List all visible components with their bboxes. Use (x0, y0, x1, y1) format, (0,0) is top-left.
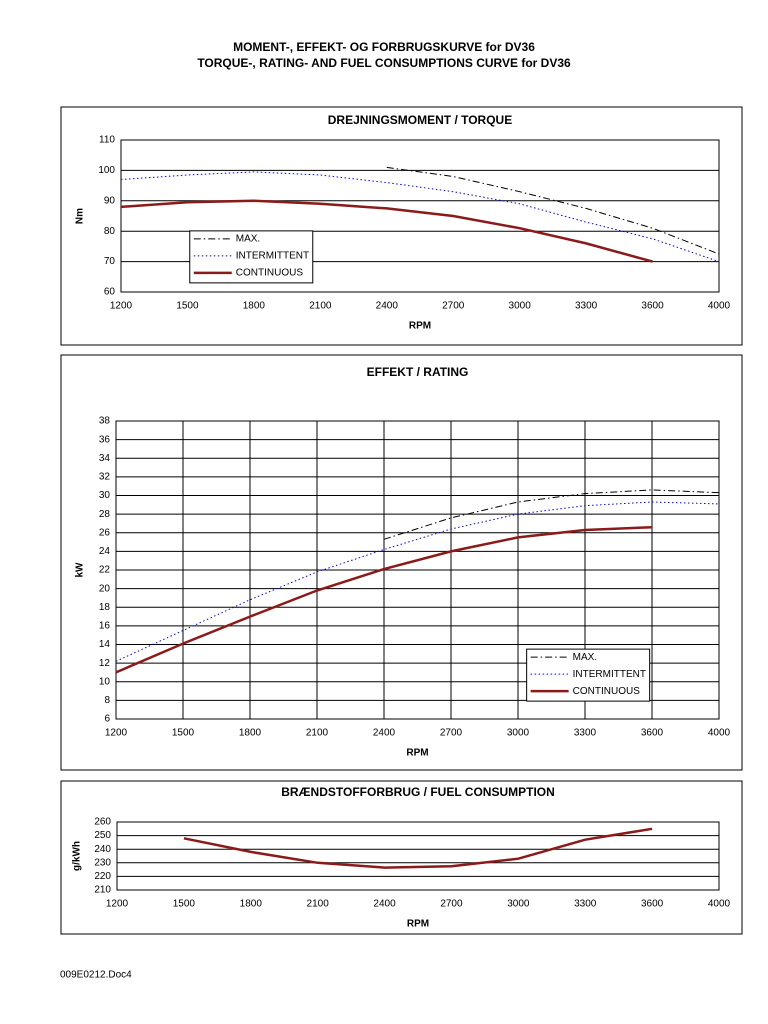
y-tick-label: 18 (99, 602, 111, 613)
y-tick-label: 24 (99, 546, 111, 557)
y-tick-label: 6 (104, 714, 110, 725)
x-tick-label: 1200 (110, 301, 133, 312)
x-tick-label: 2700 (440, 899, 463, 910)
y-tick-label: 250 (94, 830, 111, 841)
y-tick-label: 230 (94, 857, 111, 868)
y-tick-label: 70 (104, 256, 116, 267)
y-tick-label: 26 (99, 527, 111, 538)
x-axis-label: RPM (409, 321, 431, 332)
x-tick-label: 1200 (105, 728, 128, 739)
legend-label: INTERMITTENT (236, 251, 309, 262)
x-axis-label: RPM (406, 748, 428, 759)
x-tick-label: 2400 (376, 301, 399, 312)
x-tick-label: 3600 (641, 728, 664, 739)
x-axis-label: RPM (407, 919, 429, 930)
y-tick-label: 110 (99, 135, 115, 146)
y-tick-label: 240 (94, 844, 111, 855)
x-tick-label: 1800 (243, 301, 266, 312)
y-tick-label: 32 (99, 472, 111, 483)
x-tick-label: 3300 (575, 301, 598, 312)
y-tick-label: 38 (99, 416, 111, 427)
x-tick-label: 3300 (574, 899, 597, 910)
legend-label: CONTINUOUS (573, 686, 641, 697)
chart-title: BRÆNDSTOFFORBRUG / FUEL CONSUMPTION (281, 785, 555, 799)
x-tick-label: 2400 (373, 899, 396, 910)
y-tick-label: 90 (104, 195, 116, 206)
x-tick-label: 4000 (708, 728, 731, 739)
x-tick-label: 3600 (641, 899, 664, 910)
x-tick-label: 2700 (440, 728, 463, 739)
y-tick-label: 36 (99, 434, 111, 445)
chart-title: DREJNINGSMOMENT / TORQUE (328, 113, 512, 127)
x-tick-label: 4000 (708, 899, 731, 910)
y-tick-label: 60 (104, 287, 116, 298)
doc-title: TORQUE-, RATING- AND FUEL CONSUMPTIONS C… (197, 56, 571, 70)
x-tick-label: 4000 (708, 301, 731, 312)
x-tick-label: 2400 (373, 728, 396, 739)
doc-title: MOMENT-, EFFEKT- OG FORBRUGSKURVE for DV… (233, 40, 535, 54)
data-line (383, 489, 720, 540)
x-tick-label: 1500 (176, 301, 199, 312)
data-line (120, 199, 653, 263)
y-tick-label: 12 (99, 658, 111, 669)
x-tick-label: 1500 (173, 899, 196, 910)
legend-box (189, 230, 314, 284)
x-tick-label: 2100 (306, 728, 329, 739)
y-tick-label: 10 (99, 676, 111, 687)
y-tick-label: 34 (99, 453, 111, 464)
data-line (183, 827, 653, 869)
y-tick-label: 220 (94, 871, 111, 882)
chart-title: EFFEKT / RATING (367, 365, 469, 379)
legend-label: MAX. (573, 652, 597, 663)
data-line (120, 171, 720, 263)
y-axis-label: kW (75, 562, 86, 578)
data-line (115, 525, 653, 674)
x-tick-label: 1800 (240, 899, 263, 910)
y-tick-label: 22 (99, 565, 111, 576)
y-tick-label: 8 (104, 695, 110, 706)
y-tick-label: 80 (104, 226, 116, 237)
y-tick-label: 20 (99, 583, 111, 594)
legend-label: CONTINUOUS (236, 268, 304, 279)
legend-label: INTERMITTENT (573, 669, 646, 680)
y-tick-label: 28 (99, 509, 111, 520)
y-axis-label: g/kWh (72, 841, 83, 871)
x-tick-label: 2100 (307, 899, 330, 910)
y-tick-label: 260 (94, 817, 111, 828)
y-tick-label: 210 (94, 885, 111, 896)
legend-label: MAX. (236, 234, 260, 245)
x-tick-label: 1800 (239, 728, 262, 739)
x-tick-label: 1500 (172, 728, 195, 739)
x-tick-label: 1200 (106, 899, 129, 910)
y-tick-label: 14 (99, 639, 111, 650)
x-tick-label: 3300 (574, 728, 597, 739)
x-tick-label: 3600 (641, 301, 664, 312)
footer: 009E0212.Doc4 (60, 970, 132, 981)
y-tick-label: 30 (99, 490, 111, 501)
y-axis-label: Nm (75, 208, 86, 224)
x-tick-label: 3000 (507, 899, 530, 910)
y-tick-label: 16 (99, 621, 111, 632)
x-tick-label: 3000 (509, 301, 532, 312)
y-tick-label: 100 (98, 165, 115, 176)
x-tick-label: 3000 (507, 728, 530, 739)
x-tick-label: 2100 (309, 301, 332, 312)
legend-box (526, 648, 651, 702)
x-tick-label: 2700 (442, 301, 465, 312)
